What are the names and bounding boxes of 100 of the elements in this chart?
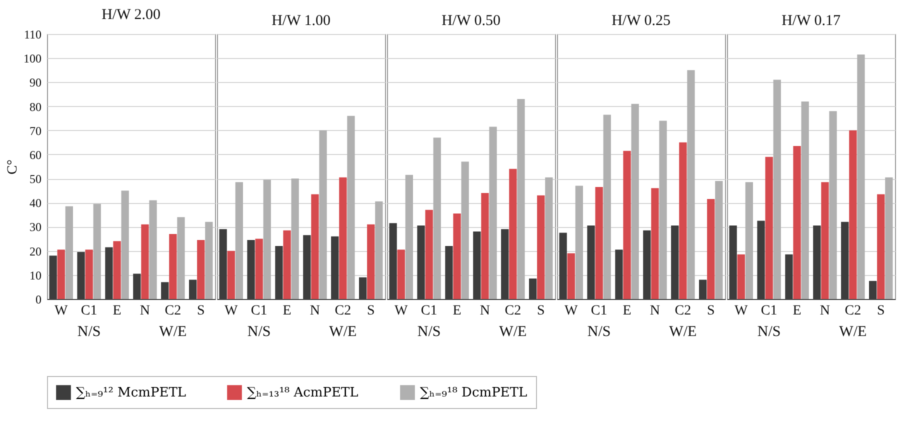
bar (461, 162, 469, 299)
y-tick-label: 70 (30, 124, 42, 138)
bar (121, 190, 129, 299)
bar (545, 177, 553, 299)
bar (651, 188, 659, 299)
y-tick-label: 100 (24, 52, 42, 66)
x-tick-label: C1 (760, 304, 778, 318)
x-tick-label: E (112, 304, 122, 318)
bar (793, 146, 801, 299)
y-tick-label: 10 (30, 268, 42, 282)
bar (595, 186, 603, 299)
bar (177, 217, 185, 299)
bar (821, 182, 829, 299)
y-tick-label: 110 (24, 28, 42, 42)
text: W/E (839, 324, 867, 340)
text: N/S (247, 324, 271, 340)
bar (169, 234, 177, 299)
chart-title: H/W 2.00 (102, 7, 160, 23)
bar (263, 180, 271, 299)
bar (367, 224, 375, 299)
bar (453, 213, 461, 299)
bar (687, 70, 695, 299)
bar (773, 80, 781, 299)
x-tick-label: E (622, 304, 632, 318)
y-axis-title: C° (6, 160, 20, 174)
bar (829, 111, 837, 299)
text: N/S (757, 324, 781, 340)
bar (857, 54, 865, 299)
bar (659, 120, 667, 299)
bar (567, 253, 575, 299)
bar (283, 230, 291, 299)
chart-title: H/W 0.25 (612, 13, 670, 29)
bar (433, 138, 441, 299)
bar (603, 114, 611, 299)
bar (707, 199, 715, 299)
bar (57, 250, 65, 299)
y-tick-label: 30 (30, 220, 42, 234)
x-tick-label: C2 (674, 304, 692, 318)
x-tick-label: E (282, 304, 292, 318)
bar (205, 222, 213, 299)
x-tick-label: N (140, 304, 150, 318)
bar (745, 182, 753, 299)
x-tick-label: S (706, 304, 715, 318)
x-tick-label: W (394, 304, 409, 318)
bar (397, 250, 405, 299)
x-tick-label: N (820, 304, 830, 318)
x-tick-label: S (366, 304, 375, 318)
legend-label: ∑ₕ₌₉¹⁸ DcmPETL (420, 386, 528, 401)
bar (765, 156, 773, 299)
y-tick-label: 50 (30, 172, 42, 186)
bar (291, 178, 299, 299)
chart-title: H/W 0.17 (782, 13, 841, 29)
x-tick-label: C2 (844, 304, 862, 318)
chart-title: H/W 1.00 (272, 13, 330, 29)
bar (65, 206, 73, 299)
bar (85, 250, 93, 299)
text: W/E (669, 324, 697, 340)
y-tick-label: 0 (36, 292, 42, 306)
bar (481, 193, 489, 299)
bar (623, 150, 631, 299)
x-tick-label: C2 (504, 304, 522, 318)
y-tick-label: 60 (30, 148, 42, 162)
bar (575, 186, 583, 299)
x-tick-label: E (452, 304, 462, 318)
bar (311, 194, 319, 299)
bar (517, 99, 525, 299)
x-tick-label: C2 (164, 304, 182, 318)
bar (405, 174, 413, 299)
y-tick-label: 90 (30, 76, 42, 90)
y-tick-label: 40 (30, 196, 42, 210)
bar (375, 201, 383, 299)
bar (339, 177, 347, 299)
bar (801, 101, 809, 299)
bar (537, 195, 545, 299)
bar (425, 210, 433, 299)
text: W/E (159, 324, 187, 340)
x-tick-label: C1 (420, 304, 438, 318)
x-tick-label: W (734, 304, 749, 318)
bar (877, 194, 885, 299)
legend-label: ∑ₕ₌₉¹² McmPETL (76, 386, 186, 401)
text: N/S (417, 324, 441, 340)
x-tick-label: S (536, 304, 545, 318)
y-tick-label: 80 (30, 100, 42, 114)
bar (197, 240, 205, 299)
text: N/S (587, 324, 611, 340)
bar (141, 224, 149, 299)
bar (489, 126, 497, 299)
x-tick-label: W (224, 304, 239, 318)
bar (509, 168, 517, 299)
legend-label: ∑ₕ₌₁₃¹⁸ AcmPETL (247, 386, 359, 401)
text: W/E (329, 324, 357, 340)
x-tick-label: W (564, 304, 579, 318)
x-tick-label: C2 (334, 304, 352, 318)
bar (849, 130, 857, 299)
x-tick-label: N (650, 304, 660, 318)
bar (715, 180, 723, 299)
chart-title: H/W 0.50 (442, 13, 500, 29)
bar (631, 104, 639, 299)
bar (255, 238, 263, 299)
x-tick-label: S (876, 304, 885, 318)
